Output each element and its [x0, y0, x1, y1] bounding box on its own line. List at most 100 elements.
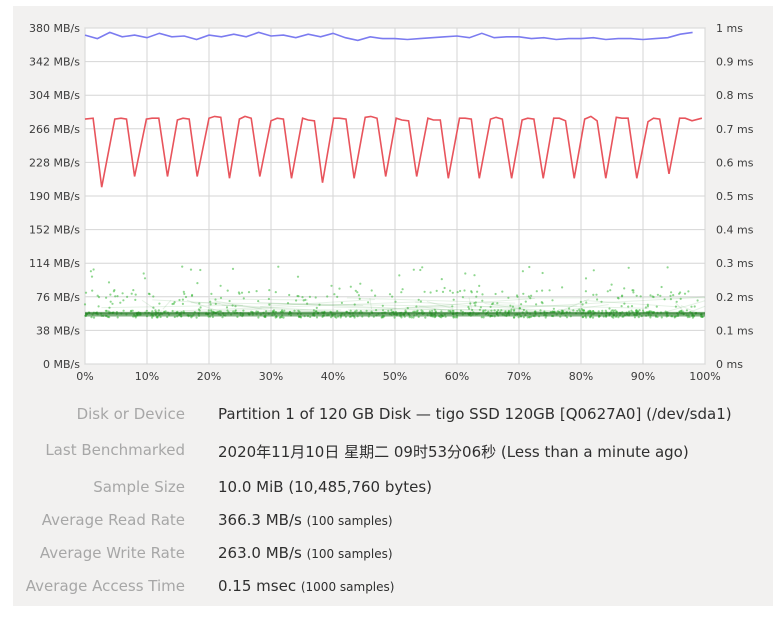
access-time-trace [583, 299, 682, 308]
access-time-point [522, 316, 525, 319]
access-time-point [646, 305, 650, 308]
access-time-point [533, 310, 537, 313]
access-time-point [206, 313, 209, 316]
access-time-point [452, 316, 455, 319]
access-time-point [247, 291, 251, 294]
access-time-point [669, 298, 673, 301]
access-time-point [151, 316, 154, 319]
access-time-point [267, 297, 270, 300]
access-time-point [455, 314, 459, 317]
access-time-point [349, 315, 353, 318]
access-time-point [230, 313, 233, 316]
access-time-point [490, 309, 493, 312]
access-time-point [240, 291, 244, 294]
access-time-point [417, 312, 421, 315]
access-time-point [111, 302, 114, 305]
access-time-point [631, 311, 634, 314]
access-time-point [114, 295, 117, 298]
access-time-point [349, 285, 352, 288]
access-time-point [646, 303, 649, 306]
access-time-point [92, 268, 95, 271]
access-time-point [241, 315, 244, 318]
access-time-point [271, 314, 274, 317]
access-time-point [84, 291, 88, 294]
access-time-point [439, 313, 442, 317]
access-time-point [591, 316, 595, 319]
access-time-point [512, 309, 516, 312]
access-time-point [638, 313, 641, 316]
access-time-point [293, 309, 296, 312]
access-time-point [100, 312, 103, 315]
access-time-trace [172, 301, 420, 312]
access-time-point [509, 310, 512, 313]
access-time-point [413, 314, 416, 317]
access-time-point [659, 311, 663, 314]
access-time-point [608, 312, 611, 315]
access-time-point [233, 312, 236, 315]
access-time-point [349, 309, 352, 312]
access-time-point [417, 298, 420, 301]
access-time-point [493, 315, 496, 318]
access-time-point [296, 275, 300, 278]
access-time-point [419, 300, 422, 303]
access-time-point [507, 296, 510, 299]
access-time-point [491, 303, 494, 306]
access-time-point [298, 315, 301, 319]
access-time-point [637, 310, 640, 313]
access-time-point [527, 295, 531, 298]
access-time-point [569, 315, 572, 318]
access-time-point [518, 313, 521, 316]
access-time-point [664, 310, 667, 313]
access-time-point [388, 313, 391, 316]
access-time-point [600, 300, 603, 303]
access-time-point [520, 315, 523, 318]
access-time-point [115, 311, 118, 314]
access-time-point [496, 302, 499, 305]
access-time-point [552, 307, 556, 310]
access-time-point [501, 290, 504, 293]
x-tick-label: 60% [445, 370, 469, 383]
access-time-point [644, 306, 648, 309]
access-time-point [612, 314, 615, 317]
y-left-tick-label: 114 MB/s [29, 257, 80, 270]
access-time-point [649, 316, 652, 319]
access-time-trace [258, 302, 397, 309]
access-time-point [677, 313, 680, 316]
access-time-point [621, 311, 624, 314]
access-time-point [226, 289, 229, 292]
access-time-point [589, 316, 592, 319]
access-time-point [507, 310, 510, 313]
access-time-point [654, 314, 658, 317]
access-time-point [190, 294, 194, 297]
access-time-point [499, 311, 502, 314]
access-time-point [413, 310, 416, 313]
access-time-point [154, 309, 157, 312]
access-time-point [482, 309, 485, 312]
access-time-point [435, 289, 438, 292]
access-time-point [474, 301, 477, 304]
access-time-point [625, 313, 629, 316]
access-time-point [178, 313, 181, 317]
access-time-point [520, 303, 523, 306]
access-time-point [315, 306, 318, 309]
access-time-point [139, 313, 142, 316]
access-time-point [494, 292, 497, 296]
access-time-point [207, 309, 210, 312]
access-time-point [509, 304, 512, 307]
access-time-point [475, 295, 478, 298]
access-time-trace [186, 299, 230, 316]
access-time-point [330, 284, 333, 287]
access-time-point [281, 311, 284, 314]
access-time-trace [468, 297, 473, 313]
access-time-point [130, 309, 133, 312]
access-time-point [375, 309, 378, 312]
access-time-point [541, 289, 544, 292]
access-time-point [689, 311, 692, 314]
access-time-point [322, 314, 326, 317]
access-time-point [298, 310, 301, 313]
access-time-point [109, 311, 112, 314]
access-samples: (1000 samples) [300, 580, 395, 594]
access-time-point [592, 313, 595, 316]
access-time-point [512, 316, 516, 319]
access-time-point [601, 309, 604, 312]
